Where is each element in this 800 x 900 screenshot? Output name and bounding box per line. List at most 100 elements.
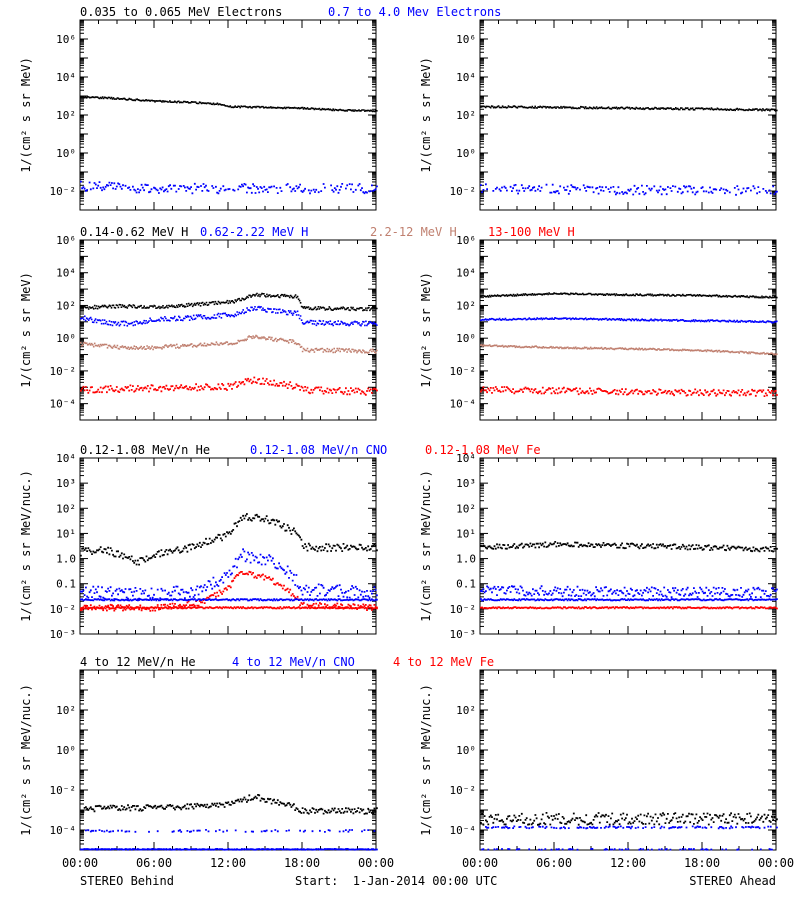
y-tick-label: 10² xyxy=(56,502,76,515)
series-points xyxy=(80,376,378,396)
series-ahead-2 xyxy=(480,598,778,602)
series-points xyxy=(485,825,778,830)
series-ahead-1 xyxy=(480,183,778,196)
panel-row1-behind: 10⁻² 10⁰ 10² 10⁴ 10⁶ 1/(cm² s sr MeV) xyxy=(19,19,378,211)
y-tick-label: 10² xyxy=(56,299,76,312)
panel-row2-behind: 10⁻⁴ 10⁻² 10⁰ 10² 10⁴ 10⁶ 1/(cm² s sr MeV) xyxy=(19,234,378,421)
legend-label: 0.12-1.08 MeV Fe xyxy=(425,443,541,457)
y-tick-label: 10⁰ xyxy=(456,744,476,757)
row-4-legend: 4 to 12 MeV/n He 4 to 12 MeV/n CNO 4 to 12… xyxy=(80,655,494,669)
x-tick-label: 18:00 xyxy=(284,856,320,870)
legend-label: 4 to 12 MeV/n CNO xyxy=(232,655,355,669)
series-points xyxy=(80,548,378,602)
panel-row1-ahead: 10⁻² 10⁰ 10² 10⁴ 10⁶ 1/(cm² s sr MeV) xyxy=(419,19,778,211)
x-tick-labels-ahead: 00:00 06:00 12:00 18:00 00:00 xyxy=(462,856,794,870)
row-2-legend: 0.14-0.62 MeV H 0.62-2.22 MeV H 2.2-12 MeV… xyxy=(80,225,575,239)
series-ahead-1 xyxy=(480,585,778,599)
plot-frame xyxy=(79,19,377,211)
y-tick-label: 10⁻² xyxy=(450,784,477,797)
y-tick-label: 10² xyxy=(456,299,476,312)
y-tick-label: 1.0 xyxy=(456,553,476,566)
series-ahead-2 xyxy=(481,848,773,851)
y-tick-label: 10³ xyxy=(456,477,476,490)
y-tick-label: 10² xyxy=(456,704,476,717)
y-tick-label: 10⁻⁴ xyxy=(50,398,77,411)
series-points xyxy=(480,812,778,826)
series-points xyxy=(80,180,378,195)
series-points xyxy=(80,848,378,851)
series-points xyxy=(480,386,778,397)
series-points xyxy=(480,606,778,610)
series-points xyxy=(85,829,376,833)
series-ahead-1 xyxy=(485,825,778,830)
legend-label: 13-100 MeV H xyxy=(488,225,575,239)
y-axis-label: 1/(cm² s sr MeV/nuc.) xyxy=(19,684,33,836)
y-tick-label: 10⁴ xyxy=(56,267,76,280)
series-points xyxy=(480,292,778,299)
y-tick-label: 10⁻⁴ xyxy=(450,398,477,411)
y-axis-label: 1/(cm² s sr MeV/nuc.) xyxy=(19,470,33,622)
y-tick-label: 10⁰ xyxy=(456,147,476,160)
panel-row4-ahead: 10⁻⁴ 10⁻² 10⁰ 10² 1/(cm² s sr MeV/nuc.) xyxy=(419,669,778,851)
series-behind-1 xyxy=(85,829,376,833)
y-tick-label: 1.0 xyxy=(56,553,76,566)
x-tick-label: 12:00 xyxy=(210,856,246,870)
y-tick-label: 10⁶ xyxy=(456,33,476,46)
y-tick-label: 10⁴ xyxy=(456,267,476,280)
series-behind-0 xyxy=(80,292,378,312)
y-tick-label: 10² xyxy=(56,704,76,717)
series-points xyxy=(480,585,778,599)
series-ahead-2 xyxy=(480,344,778,356)
y-tick-label: 10² xyxy=(456,109,476,122)
x-tick-labels-behind: 00:00 06:00 12:00 18:00 00:00 xyxy=(62,856,394,870)
legend-label: 0.62-2.22 MeV H xyxy=(200,225,308,239)
y-tick-label: 0.1 xyxy=(456,578,476,591)
y-tick-label: 10⁻⁴ xyxy=(50,824,77,837)
series-ahead-0 xyxy=(480,541,778,553)
legend-label: 0.12-1.08 MeV/n CNO xyxy=(250,443,387,457)
y-tick-label: 10⁴ xyxy=(456,452,476,465)
y-tick-label: 10⁴ xyxy=(56,452,76,465)
panel-row2-ahead: 10⁻⁴ 10⁻² 10⁰ 10² 10⁴ 10⁶ 1/(cm² s sr MeV) xyxy=(419,234,778,421)
y-tick-label: 10⁶ xyxy=(56,33,76,46)
y-tick-label: 10⁴ xyxy=(456,71,476,84)
plot-frame xyxy=(79,669,377,851)
y-axis-label: 1/(cm² s sr MeV) xyxy=(419,272,433,388)
series-behind-1 xyxy=(80,180,378,195)
y-tick-label: 10⁰ xyxy=(456,332,476,345)
series-points xyxy=(80,513,378,566)
series-behind-1 xyxy=(80,548,378,602)
y-axis-label: 1/(cm² s sr MeV/nuc.) xyxy=(419,470,433,622)
legend-label: 0.7 to 4.0 Mev Electrons xyxy=(328,5,501,19)
series-points xyxy=(80,95,378,113)
x-tick-label: 18:00 xyxy=(684,856,720,870)
panel-row3-behind: 10⁻³ 10⁻² 0.1 1.0 10¹ 10² 10³ 10⁴ 1/(cm² s sr Me… xyxy=(19,452,378,641)
panel-row4-behind: 10⁻⁴ 10⁻² 10⁰ 10² 1/(cm² s sr MeV/nuc.) xyxy=(19,669,378,851)
x-tick-label: 00:00 xyxy=(462,856,498,870)
row-3-legend: 0.12-1.08 MeV/n He 0.12-1.08 MeV/n CNO 0.1… xyxy=(80,443,541,457)
y-tick-label: 0.1 xyxy=(56,578,76,591)
series-behind-2 xyxy=(80,848,378,851)
series-points xyxy=(80,305,378,327)
panel-row3-ahead: 10⁻³ 10⁻² 0.1 1.0 10¹ 10² 10³ 10⁴ 1/(cm² s sr Me… xyxy=(419,452,778,641)
series-behind-0 xyxy=(80,513,378,566)
series-points xyxy=(480,317,778,324)
y-tick-label: 10⁻³ xyxy=(50,628,77,641)
y-tick-label: 10⁰ xyxy=(56,147,76,160)
series-ahead-0 xyxy=(480,292,778,299)
y-tick-label: 10⁰ xyxy=(56,332,76,345)
x-tick-label: 06:00 xyxy=(536,856,572,870)
footer-behind-label: STEREO Behind xyxy=(80,874,174,888)
y-tick-label: 10⁶ xyxy=(456,234,476,247)
series-points xyxy=(80,794,378,815)
y-tick-label: 10² xyxy=(56,109,76,122)
y-tick-label: 10⁻³ xyxy=(450,628,477,641)
series-ahead-3 xyxy=(480,386,778,397)
y-tick-label: 10¹ xyxy=(56,527,76,540)
y-tick-label: 10⁻² xyxy=(50,185,77,198)
series-points xyxy=(80,292,378,312)
y-tick-label: 10² xyxy=(456,502,476,515)
series-ahead-1 xyxy=(480,317,778,324)
series-points xyxy=(80,598,378,602)
